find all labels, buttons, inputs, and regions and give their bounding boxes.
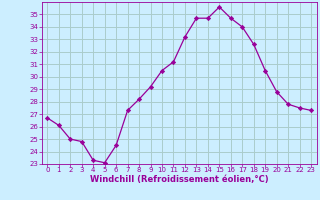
X-axis label: Windchill (Refroidissement éolien,°C): Windchill (Refroidissement éolien,°C) [90,175,268,184]
